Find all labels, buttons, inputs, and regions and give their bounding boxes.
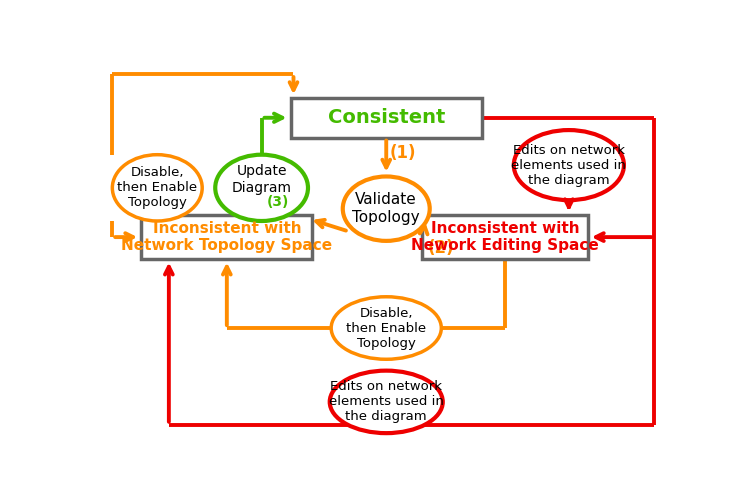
Text: Disable,
then Enable
Topology: Disable, then Enable Topology [117,166,197,209]
Ellipse shape [343,177,429,241]
Text: (2): (2) [428,240,455,257]
Text: Disable,
then Enable
Topology: Disable, then Enable Topology [346,307,426,349]
FancyBboxPatch shape [141,215,313,259]
Ellipse shape [514,130,624,200]
Text: Consistent: Consistent [328,108,445,127]
Text: Inconsistent with
Network Topology Space: Inconsistent with Network Topology Space [121,221,332,253]
Text: Update
Diagram: Update Diagram [232,164,292,195]
Text: (1): (1) [389,144,416,162]
Ellipse shape [331,297,441,359]
Text: Inconsistent with
Nework Editing Space: Inconsistent with Nework Editing Space [411,221,599,253]
Ellipse shape [330,370,443,433]
Text: (3): (3) [266,195,289,209]
Text: Edits on network
elements used in
the diagram: Edits on network elements used in the di… [512,144,626,186]
FancyBboxPatch shape [290,98,482,138]
Text: Validate
Topology: Validate Topology [352,192,420,225]
Ellipse shape [215,154,308,221]
Text: Edits on network
elements used in
the diagram: Edits on network elements used in the di… [329,380,444,424]
FancyBboxPatch shape [423,215,588,259]
Ellipse shape [112,154,202,221]
